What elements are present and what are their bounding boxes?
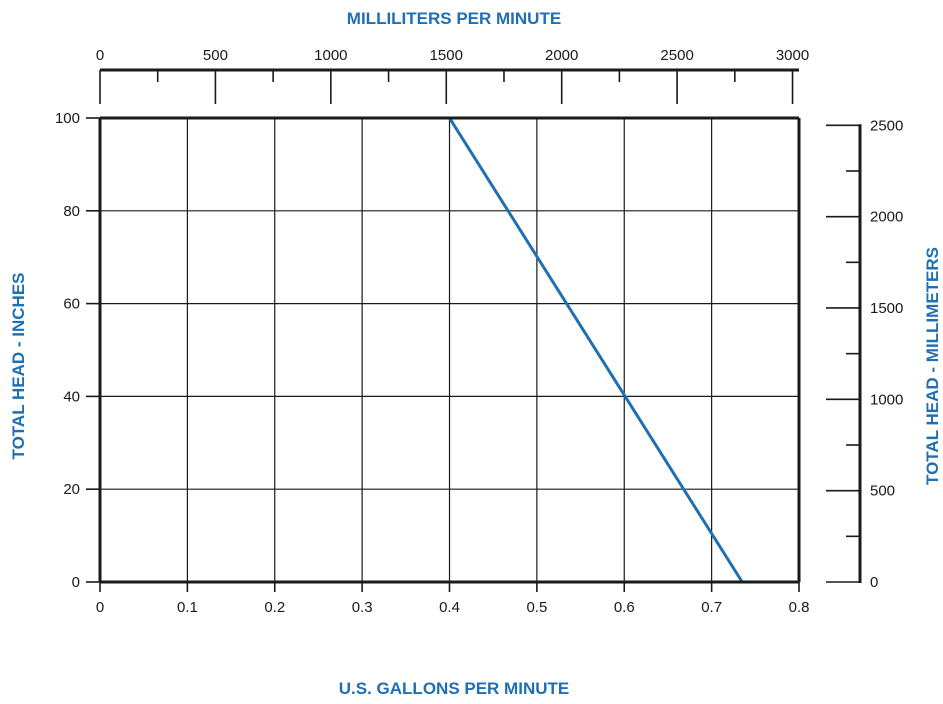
y2-axis-tick-label: 2000	[870, 209, 903, 226]
y-axis-tick-label: 20	[63, 481, 80, 498]
x-axis-tick-label: 0.1	[177, 599, 198, 616]
x2-axis-tick-label: 1500	[430, 47, 463, 64]
x2-axis-tick-label: 500	[203, 47, 228, 64]
x-axis-title: U.S. GALLONS PER MINUTE	[339, 679, 569, 698]
x2-axis-tick-label: 3000	[776, 47, 809, 64]
y-axis-title: TOTAL HEAD - INCHES	[9, 272, 28, 459]
x-axis-tick-label: 0.8	[789, 599, 810, 616]
y-axis-tick-label: 80	[63, 203, 80, 220]
y-axis-tick-label: 0	[72, 574, 80, 591]
y2-axis-title: TOTAL HEAD - MILLIMETERS	[923, 247, 942, 485]
gridlines	[100, 118, 799, 582]
x2-axis-tick-label: 0	[96, 47, 104, 64]
x-axis-tick-label: 0.3	[352, 599, 373, 616]
x-axis-tick-label: 0.2	[264, 599, 285, 616]
y-axis-tick-label: 100	[55, 110, 80, 127]
x-axis-tick-label: 0.4	[439, 599, 460, 616]
y-axis-tick-label: 40	[63, 388, 80, 405]
y2-axis-tick-label: 0	[870, 574, 878, 591]
x2-axis-tick-label: 2500	[660, 47, 693, 64]
series-layer	[448, 116, 744, 584]
x-axis-tick-label: 0	[96, 599, 104, 616]
x-axis-tick-label: 0.7	[701, 599, 722, 616]
x2-axis-tick-label: 2000	[545, 47, 578, 64]
x-axis-tick-label: 0.5	[526, 599, 547, 616]
y-axis-tick-label: 60	[63, 296, 80, 313]
y2-axis-tick-label: 1500	[870, 300, 903, 317]
axes	[86, 68, 862, 592]
x-axis-tick-label: 0.6	[614, 599, 635, 616]
y2-axis-tick-label: 500	[870, 483, 895, 500]
x2-axis-title: MILLILITERS PER MINUTE	[347, 9, 561, 28]
series-line	[448, 116, 744, 584]
y2-axis-tick-label: 2500	[870, 117, 903, 134]
y2-axis-tick-label: 1000	[870, 391, 903, 408]
x2-axis-tick-label: 1000	[314, 47, 347, 64]
